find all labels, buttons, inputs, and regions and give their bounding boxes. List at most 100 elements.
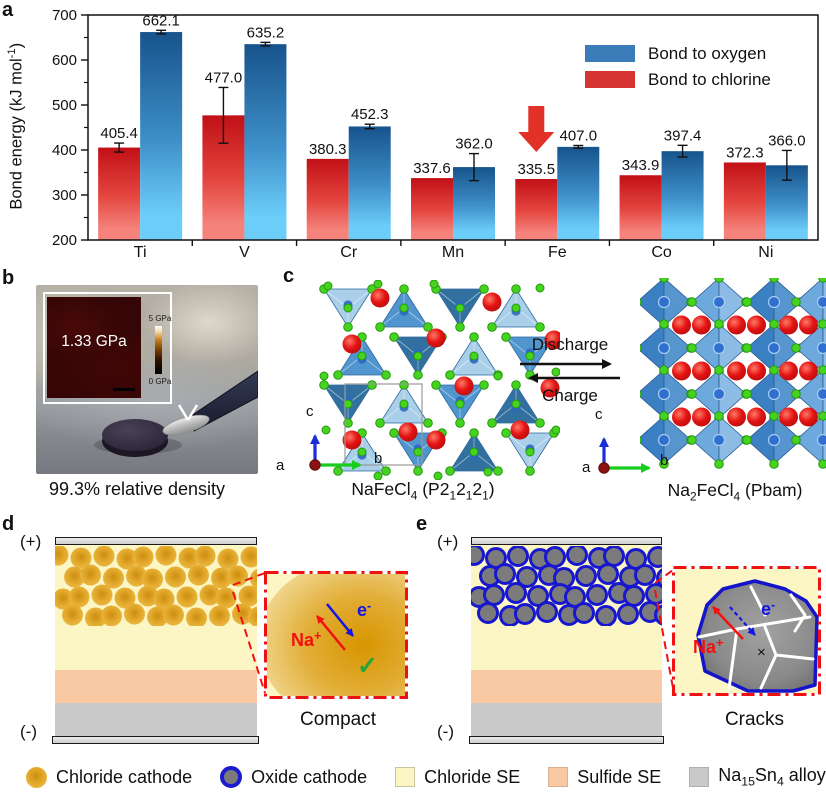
axis-c-label-left: c <box>306 403 314 420</box>
na-atom <box>692 315 711 335</box>
inset-callout-pointer <box>177 404 199 421</box>
na-atom <box>779 407 798 427</box>
chloride-cathode-particle <box>91 584 113 606</box>
panel-c-letter: c <box>283 265 295 287</box>
legend-item-chloride-cathode: Chloride cathode <box>26 766 192 788</box>
chloride-cathode-particle <box>153 588 175 610</box>
cross-mark: × <box>757 644 766 661</box>
x-category-Ni: Ni <box>758 244 773 261</box>
chloride-cathode-marker-icon <box>26 766 47 788</box>
oxide-cathode-particle <box>544 546 566 568</box>
na-atom <box>727 361 746 381</box>
chloride-cathode-particle <box>188 564 209 586</box>
na15sn4-alloy-marker-icon <box>689 767 710 787</box>
value-label-V-0: 477.0 <box>205 69 243 86</box>
chloride-cathode-particle <box>176 586 198 608</box>
colorbar-max-label: 5 GPa <box>148 314 172 323</box>
afm-colorbar <box>155 326 162 374</box>
bar-Fe-oxygen <box>557 146 600 240</box>
legend-item-na15sn4-alloy: Na15Sn4 alloy <box>689 765 826 789</box>
chloride-cathode-particle <box>137 585 159 607</box>
chloride-cathode-particle <box>217 548 239 570</box>
na-atom <box>482 292 502 312</box>
chloride-cathode-particle <box>124 603 145 625</box>
chloride-cathode-particle <box>248 606 257 626</box>
d-alloy-layer <box>55 703 257 736</box>
bar-Mn-chlorine <box>411 178 453 240</box>
na-atom <box>342 430 362 450</box>
bar-Ti-chlorine <box>98 147 141 240</box>
chloride-cathode-particle <box>163 604 184 626</box>
na-ion-label: Na+ <box>291 629 321 650</box>
chloride-cathode-particle <box>250 569 257 589</box>
chloride-cathode-particle <box>68 586 90 608</box>
afm-modulus-inset: 1.33 GPa 5 GPa 0 GPa <box>43 292 172 404</box>
na-atom <box>510 420 530 440</box>
oxide-cathode-particle <box>656 568 662 588</box>
x-category-Mn: Mn <box>442 244 464 261</box>
fe-highlight-arrow-icon <box>518 106 555 152</box>
oxide-cathode-particle <box>516 566 538 588</box>
chloride-cathode-particle <box>186 607 207 626</box>
nafecl4-structure <box>319 280 560 480</box>
value-label-Ti-1: 662.1 <box>142 12 180 29</box>
na-atom <box>799 315 818 335</box>
afm-scalebar <box>113 388 135 391</box>
nafecl4-formula: NaFeCl4 (P212121) <box>351 479 495 503</box>
chloride-cathode-particle <box>155 546 177 566</box>
d-chloride-cathode-particles <box>55 546 257 626</box>
a-axis-dot <box>598 462 610 474</box>
axis-a-label-right: a <box>582 459 591 476</box>
na2fecl4-formula: Na2FeCl4 (Pbam) <box>667 480 803 504</box>
chloride-cathode-particle <box>199 584 221 606</box>
d-caption: Compact <box>299 709 377 730</box>
pellet-photo: 1.33 GPa 5 GPa 0 GPa <box>36 285 258 474</box>
oxide-cathode-particle <box>477 602 499 624</box>
value-label-Ni-0: 372.3 <box>726 144 764 161</box>
electron-label: e- <box>357 599 371 620</box>
afm-modulus-value: 1.33 GPa <box>61 333 127 350</box>
oxide-cathode-particle <box>595 605 617 626</box>
value-label-Cr-1: 452.3 <box>351 106 389 123</box>
y-tick-600: 600 <box>52 52 77 69</box>
value-label-V-1: 635.2 <box>247 24 285 41</box>
charge-label: Charge <box>542 386 598 405</box>
value-label-Fe-1: 407.0 <box>560 128 598 145</box>
na-atom <box>398 422 418 442</box>
y-tick-200: 200 <box>52 232 77 249</box>
oxide-cathode-particle <box>634 564 656 586</box>
axis-b-label-left: b <box>374 450 383 467</box>
value-label-Fe-0: 335.5 <box>518 161 556 178</box>
chloride-cathode-particle <box>101 605 122 626</box>
na-atom <box>779 361 798 381</box>
d-inset-border <box>264 571 408 699</box>
chloride-cathode-particle <box>211 567 232 589</box>
electron-arrow <box>729 606 756 636</box>
e-negative-terminal: (-) <box>437 722 454 741</box>
y-tick-700: 700 <box>52 7 77 24</box>
na-atom <box>692 361 711 381</box>
chloride-cathode-particle <box>142 568 163 590</box>
value-label-Ti-0: 405.4 <box>100 125 138 142</box>
bar-V-oxygen <box>244 44 287 240</box>
chloride-cathode-particle <box>147 606 168 626</box>
oxide-cathode-particle <box>603 546 625 567</box>
oxide-cathode-particle <box>617 603 639 625</box>
d-inset-callout-lines <box>232 572 266 694</box>
chloride-cathode-particle <box>64 566 85 588</box>
e-positive-terminal: (+) <box>437 532 459 551</box>
y-tick-400: 400 <box>52 142 77 159</box>
oxide-cathode-marker-icon <box>220 766 243 788</box>
axis-c-label-right: c <box>595 406 603 423</box>
oxide-cathode-particle <box>507 546 529 567</box>
afm-image: 1.33 GPa <box>47 297 141 398</box>
oxide-cathode-particle <box>566 546 588 566</box>
pellet-disc <box>102 419 168 451</box>
na-atom <box>342 334 362 354</box>
tweezers-tip <box>162 414 210 436</box>
value-label-Mn-0: 337.6 <box>413 160 451 177</box>
bar-Co-oxygen <box>661 151 704 240</box>
legend-label: Sulfide SE <box>577 766 662 787</box>
axis-triad-left <box>309 434 362 471</box>
x-category-Ti: Ti <box>134 244 147 261</box>
